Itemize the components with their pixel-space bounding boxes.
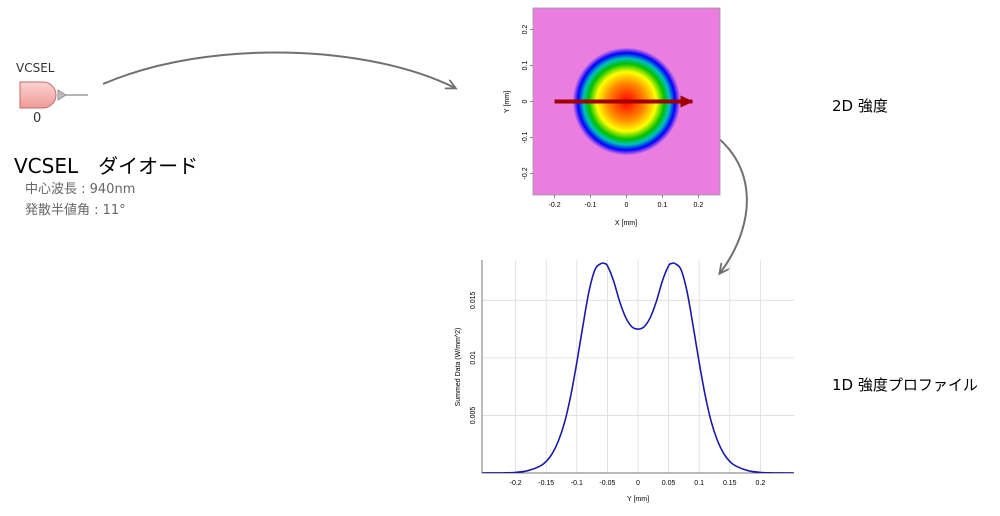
profile-x-tick-label: 0.15 — [723, 480, 737, 487]
heatmap-y-tick-label: 0.2 — [522, 25, 529, 35]
profile-x-axis-label: Y [mm] — [627, 496, 649, 503]
heatmap-y-tick-label: -0.1 — [522, 131, 529, 143]
heatmap-x-tick-label: 0.2 — [694, 202, 704, 209]
profile-curve — [482, 262, 794, 473]
spec-center-wavelength: 中心波長 : 940nm — [25, 182, 136, 197]
vcsel-symbol[interactable] — [19, 81, 88, 109]
profile-x-tick-label: -0.05 — [599, 480, 615, 487]
diode-body — [19, 81, 57, 109]
profile-y-tick-label: 0.015 — [470, 291, 477, 309]
profile-chart-1d: -0.2 -0.15 -0.1 -0.05 0 0.05 0.1 0.15 0.2 0.005 0… — [455, 260, 794, 503]
heatmap-y-tick-label: 0 — [522, 99, 529, 103]
profile-x-tick-label: 0.1 — [694, 480, 704, 487]
profile-x-tick-label: -0.1 — [571, 480, 583, 487]
diode-title: VCSEL ダイオード — [14, 154, 199, 178]
profile-x-tick-label: -0.2 — [510, 480, 522, 487]
profile-x-tick-label: 0 — [636, 480, 640, 487]
heatmap-x-tick-label: -0.1 — [585, 202, 597, 209]
heatmap-2d: -0.2 -0.1 0 0.1 0.2 -0.2 -0.1 0 0.1 0.2 X [mm] Y… — [504, 7, 721, 227]
flow-arrow-source-to-2d — [102, 51, 455, 88]
heatmap-y-tick-label: -0.2 — [522, 167, 529, 179]
heatmap-x-axis-label: X [mm] — [615, 220, 637, 227]
heatmap-x-tick-label: -0.2 — [549, 202, 561, 209]
component-index: 0 — [33, 111, 42, 126]
heatmap-y-tick-label: 0.1 — [522, 61, 529, 71]
profile-y-tick-label: 0.005 — [470, 407, 477, 425]
profile-y-tick-label: 0.01 — [470, 351, 477, 365]
profile-x-tick-label: -0.15 — [538, 480, 554, 487]
profile-x-tick-label: 0.2 — [755, 480, 765, 487]
component-label: VCSEL — [16, 61, 55, 75]
spec-divergence-angle: 発散半値角 : 11° — [25, 203, 126, 218]
heatmap-y-axis-label: Y [mm] — [504, 91, 511, 113]
output-port-icon — [57, 89, 67, 101]
heatmap-x-tick-label: 0.1 — [658, 202, 668, 209]
profile-y-axis-label: Summed Data (W/mm^2) — [455, 328, 462, 407]
profile-x-tick-label: 0.05 — [662, 480, 676, 487]
heatmap-x-tick-label: 0 — [625, 202, 629, 209]
label-2d-intensity: 2D 強度 — [832, 97, 888, 115]
label-1d-intensity-profile: 1D 強度プロファイル — [832, 376, 978, 394]
